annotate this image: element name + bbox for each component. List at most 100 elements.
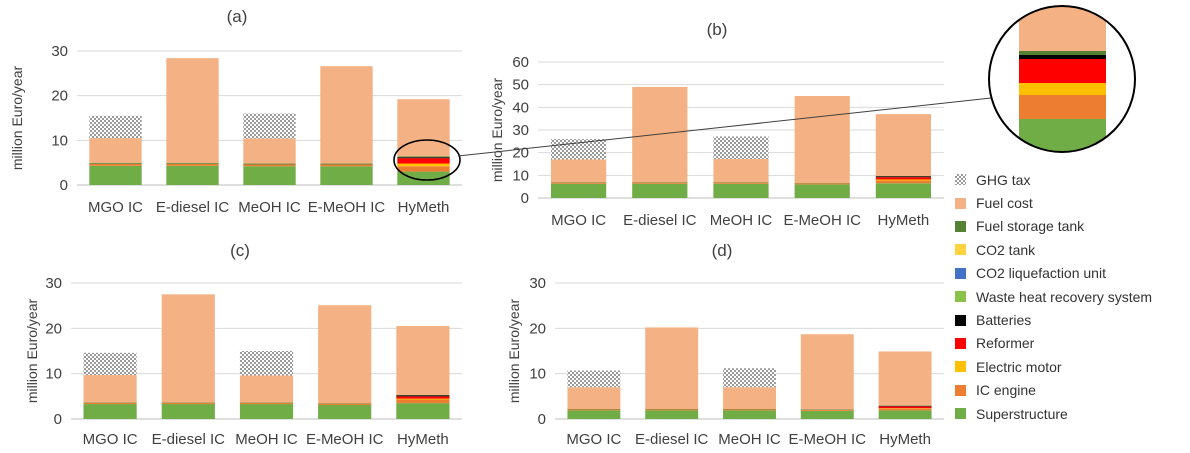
bar-segment bbox=[320, 163, 373, 165]
bar-segment bbox=[320, 164, 373, 167]
legend-swatch bbox=[955, 337, 966, 349]
bar-segment bbox=[89, 164, 142, 166]
x-tick-label: MGO IC bbox=[566, 431, 621, 448]
legend-swatch bbox=[955, 197, 966, 209]
legend-item: Fuel storage tank bbox=[955, 215, 1185, 238]
chart-panel-3: 0 10 20 30 MGO IC E-diesel IC MeOH IC E-MeOH IC… bbox=[506, 241, 944, 448]
x-tick-label: E-MeOH IC bbox=[308, 199, 386, 216]
bar-segment bbox=[83, 402, 137, 405]
zoom-source-ellipse bbox=[393, 139, 461, 181]
bar-segment bbox=[723, 410, 776, 419]
bar-segment bbox=[645, 410, 699, 419]
bar-segment bbox=[396, 398, 450, 400]
bar-segment bbox=[875, 180, 932, 184]
bar-segment bbox=[166, 58, 219, 164]
legend-label: Waste heat recovery system bbox=[976, 288, 1153, 305]
x-tick-label: E-diesel IC bbox=[623, 212, 697, 229]
legend-label: Superstructure bbox=[976, 405, 1068, 422]
bar-segment bbox=[243, 166, 296, 185]
legend-swatch bbox=[955, 408, 966, 420]
legend-item: GHG tax bbox=[955, 168, 1185, 191]
y-tick-label: 10 bbox=[45, 366, 62, 383]
bar-segment bbox=[875, 183, 932, 198]
y-tick-label: 30 bbox=[51, 43, 68, 60]
bar-segment bbox=[239, 402, 294, 405]
bar-segment bbox=[713, 182, 769, 184]
y-axis-label: million Euro/year bbox=[489, 78, 505, 183]
chart-title: (c) bbox=[230, 241, 250, 260]
legend-item: Fuel cost bbox=[955, 191, 1185, 214]
legend-swatch bbox=[955, 361, 966, 373]
legend: GHG tax Fuel cost Fuel storage tank CO2 tan… bbox=[955, 168, 1185, 425]
bar-segment bbox=[632, 183, 688, 198]
y-tick-label: 20 bbox=[45, 320, 62, 337]
bar-segment bbox=[89, 138, 142, 164]
chart-title: (a) bbox=[227, 7, 248, 26]
legend-label: CO2 tank bbox=[976, 241, 1036, 258]
bar-segment bbox=[320, 66, 373, 164]
y-tick-label: 30 bbox=[512, 122, 529, 139]
bar-segment bbox=[396, 399, 450, 404]
x-tick-label: E-MeOH IC bbox=[783, 212, 861, 229]
bar-segment bbox=[397, 158, 450, 164]
bar-segment bbox=[713, 183, 769, 198]
x-tick-label: E-diesel IC bbox=[152, 431, 226, 448]
legend-item: IC engine bbox=[955, 379, 1185, 402]
bar-segment bbox=[713, 159, 769, 183]
bar-segment bbox=[397, 171, 450, 185]
zoom-bar-segment bbox=[1019, 51, 1106, 55]
x-tick-label: HyMeth bbox=[878, 212, 930, 229]
y-axis-label: million Euro/year bbox=[506, 299, 522, 404]
chart-title: (b) bbox=[707, 20, 728, 39]
bar-segment bbox=[550, 183, 607, 198]
legend-label: Reformer bbox=[976, 335, 1035, 352]
legend-item: Electric motor bbox=[955, 355, 1185, 378]
chart-panel-1: 0 10 20 30 40 50 60 MGO IC E-diesel IC MeOH IC E-M… bbox=[489, 20, 944, 229]
bar-segment bbox=[166, 165, 219, 185]
bar-segment bbox=[243, 113, 296, 139]
bar-segment bbox=[800, 409, 854, 411]
bar-segment bbox=[83, 375, 137, 403]
legend-swatch bbox=[955, 314, 966, 326]
bar-segment bbox=[794, 183, 850, 185]
bar-segment bbox=[396, 403, 450, 419]
zoom-circle bbox=[988, 5, 1136, 153]
bar-segment bbox=[800, 410, 854, 419]
bar-segment bbox=[645, 409, 699, 411]
y-tick-label: 0 bbox=[54, 411, 62, 428]
y-tick-label: 0 bbox=[521, 190, 529, 207]
bar-segment bbox=[243, 138, 296, 164]
zoom-bar-segment bbox=[1019, 95, 1106, 119]
bar-segment bbox=[239, 351, 294, 376]
bar-segment bbox=[89, 115, 142, 139]
x-tick-label: E-diesel IC bbox=[156, 199, 230, 216]
bar-segment bbox=[878, 408, 932, 411]
bar-segment bbox=[878, 410, 932, 419]
bar-segment bbox=[239, 404, 294, 419]
bar-segment bbox=[397, 99, 450, 157]
y-tick-label: 10 bbox=[512, 167, 529, 184]
y-tick-label: 0 bbox=[538, 411, 546, 428]
legend-label: IC engine bbox=[976, 382, 1036, 399]
bar-segment bbox=[794, 184, 850, 198]
legend-item: CO2 tank bbox=[955, 238, 1185, 261]
legend-label: Batteries bbox=[976, 312, 1032, 329]
chart-panel-0: 0 10 20 30 MGO IC E-diesel IC MeOH IC E-MeOH IC… bbox=[9, 7, 462, 216]
bar-segment bbox=[397, 163, 450, 167]
x-tick-label: E-MeOH IC bbox=[789, 431, 867, 448]
charts-group: 0 10 20 30 MGO IC E-diesel IC MeOH IC E-MeOH IC… bbox=[9, 7, 944, 448]
x-tick-label: MeOH IC bbox=[710, 212, 773, 229]
bar-segment bbox=[89, 165, 142, 185]
legend-item: Superstructure bbox=[955, 402, 1185, 425]
legend-item: Reformer bbox=[955, 332, 1185, 355]
x-tick-label: E-MeOH IC bbox=[306, 431, 384, 448]
x-tick-label: MGO IC bbox=[551, 212, 606, 229]
bar-segment bbox=[567, 370, 621, 388]
bar-segment bbox=[166, 163, 219, 165]
legend-swatch bbox=[955, 244, 966, 256]
bar-segment bbox=[550, 159, 607, 183]
bar-segment bbox=[567, 387, 621, 410]
y-tick-label: 0 bbox=[60, 177, 68, 194]
zoom-bar-segment bbox=[1019, 83, 1106, 95]
